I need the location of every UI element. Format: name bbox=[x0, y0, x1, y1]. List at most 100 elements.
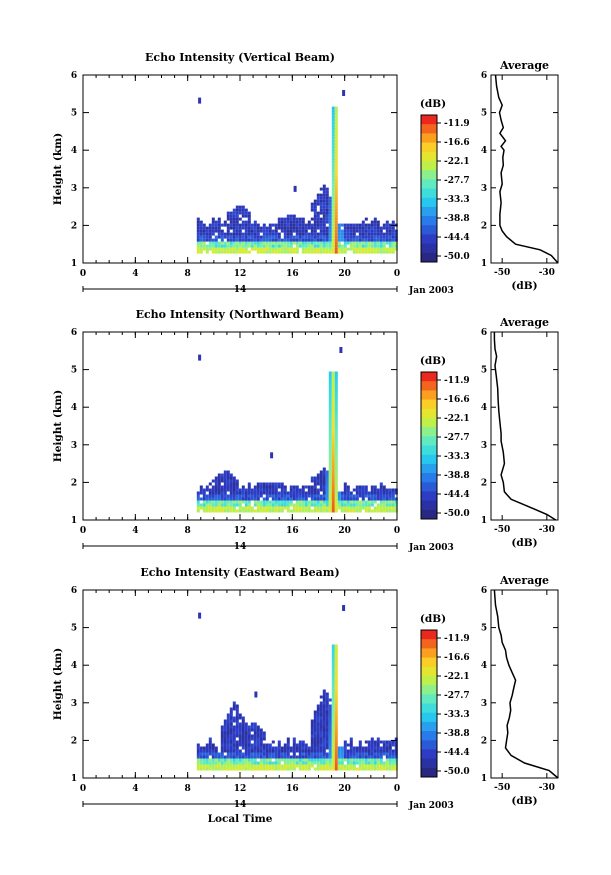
average-y-tick-label: 4 bbox=[481, 403, 487, 413]
echo-cell bbox=[289, 223, 293, 227]
echo-cell bbox=[244, 244, 248, 248]
echo-cell bbox=[301, 749, 305, 753]
echo-cell bbox=[349, 755, 353, 759]
echo-cell bbox=[211, 758, 215, 762]
echo-cell bbox=[379, 247, 383, 251]
echo-cell bbox=[361, 241, 365, 245]
echo-cell bbox=[232, 734, 236, 738]
x-tick-label: 4 bbox=[132, 269, 138, 279]
echo-cell bbox=[328, 196, 332, 200]
echo-cell bbox=[394, 746, 398, 750]
echo-cell bbox=[370, 755, 374, 759]
echo-cell bbox=[295, 746, 299, 750]
echo-cell bbox=[232, 704, 236, 708]
echo-cell bbox=[334, 199, 338, 203]
echo-cell bbox=[268, 506, 272, 510]
echo-cell bbox=[199, 244, 203, 248]
echo-cell bbox=[382, 503, 386, 507]
echo-cell bbox=[325, 244, 329, 248]
echo-cell bbox=[259, 226, 263, 230]
echo-cell bbox=[241, 214, 245, 218]
echo-cell bbox=[334, 506, 338, 510]
echo-speck bbox=[342, 90, 346, 96]
echo-cell bbox=[295, 226, 299, 230]
echo-cell bbox=[283, 491, 287, 495]
echo-cell bbox=[271, 244, 275, 248]
echo-cell bbox=[274, 244, 278, 248]
echo-cell bbox=[331, 205, 335, 209]
echo-cell bbox=[310, 734, 314, 738]
echo-cell bbox=[226, 229, 230, 233]
echo-cell bbox=[268, 749, 272, 753]
echo-cell bbox=[199, 491, 203, 495]
echo-cell bbox=[241, 241, 245, 245]
echo-cell bbox=[328, 208, 332, 212]
echo-cell bbox=[322, 698, 326, 702]
echo-cell bbox=[313, 725, 317, 729]
echo-cell bbox=[217, 764, 221, 768]
echo-cell bbox=[331, 250, 335, 254]
echo-cell bbox=[343, 247, 347, 251]
echo-cell bbox=[334, 166, 338, 170]
echo-cell bbox=[313, 761, 317, 765]
echo-cell bbox=[289, 491, 293, 495]
echo-cell bbox=[334, 719, 338, 723]
echo-cell bbox=[388, 223, 392, 227]
echo-cell bbox=[328, 707, 332, 711]
average-title: Average bbox=[499, 59, 549, 72]
echo-cell bbox=[274, 485, 278, 489]
echo-cell bbox=[292, 758, 296, 762]
echo-cell bbox=[373, 238, 377, 242]
average-x-tick-label: -30 bbox=[539, 268, 555, 278]
echo-cell bbox=[229, 755, 233, 759]
echo-cell bbox=[244, 223, 248, 227]
average-y-tick-label: 5 bbox=[481, 624, 487, 634]
echo-cell bbox=[211, 494, 215, 498]
echo-cell bbox=[232, 482, 236, 486]
echo-cell bbox=[367, 740, 371, 744]
y-tick-label: 6 bbox=[71, 328, 77, 338]
echo-cell bbox=[382, 764, 386, 768]
average-y-tick-label: 3 bbox=[481, 699, 487, 709]
echo-cell bbox=[253, 232, 257, 236]
echo-cell bbox=[319, 199, 323, 203]
echo-cell bbox=[376, 494, 380, 498]
echo-cell bbox=[274, 494, 278, 498]
echo-cell bbox=[331, 413, 335, 417]
echo-cell bbox=[328, 722, 332, 726]
echo-cell bbox=[331, 752, 335, 756]
echo-cell bbox=[394, 229, 398, 233]
echo-cell bbox=[340, 761, 344, 765]
echo-cell bbox=[217, 226, 221, 230]
echo-cell bbox=[376, 497, 380, 501]
echo-cell bbox=[367, 767, 371, 771]
echo-cell bbox=[331, 743, 335, 747]
echo-cell bbox=[301, 235, 305, 239]
echo-cell bbox=[280, 244, 284, 248]
echo-cell bbox=[226, 716, 230, 720]
echo-cell bbox=[298, 232, 302, 236]
echo-cell bbox=[244, 211, 248, 215]
echo-cell bbox=[319, 244, 323, 248]
echo-cell bbox=[334, 428, 338, 432]
echo-cell bbox=[334, 497, 338, 501]
echo-cell bbox=[331, 476, 335, 480]
echo-cell bbox=[331, 767, 335, 771]
echo-cell bbox=[244, 731, 248, 735]
echo-cell bbox=[226, 746, 230, 750]
colorbar-segment bbox=[421, 648, 437, 659]
echo-cell bbox=[370, 250, 374, 254]
echo-cell bbox=[304, 485, 308, 489]
echo-cell bbox=[334, 178, 338, 182]
echo-cell bbox=[229, 494, 233, 498]
echo-cell bbox=[217, 247, 221, 251]
echo-cell bbox=[238, 506, 242, 510]
echo-cell bbox=[196, 746, 200, 750]
echo-cell bbox=[301, 767, 305, 771]
echo-cell bbox=[226, 235, 230, 239]
echo-cell bbox=[232, 491, 236, 495]
echo-cell bbox=[349, 749, 353, 753]
echo-cell bbox=[331, 443, 335, 447]
echo-cell bbox=[304, 229, 308, 233]
echo-cell bbox=[280, 500, 284, 504]
